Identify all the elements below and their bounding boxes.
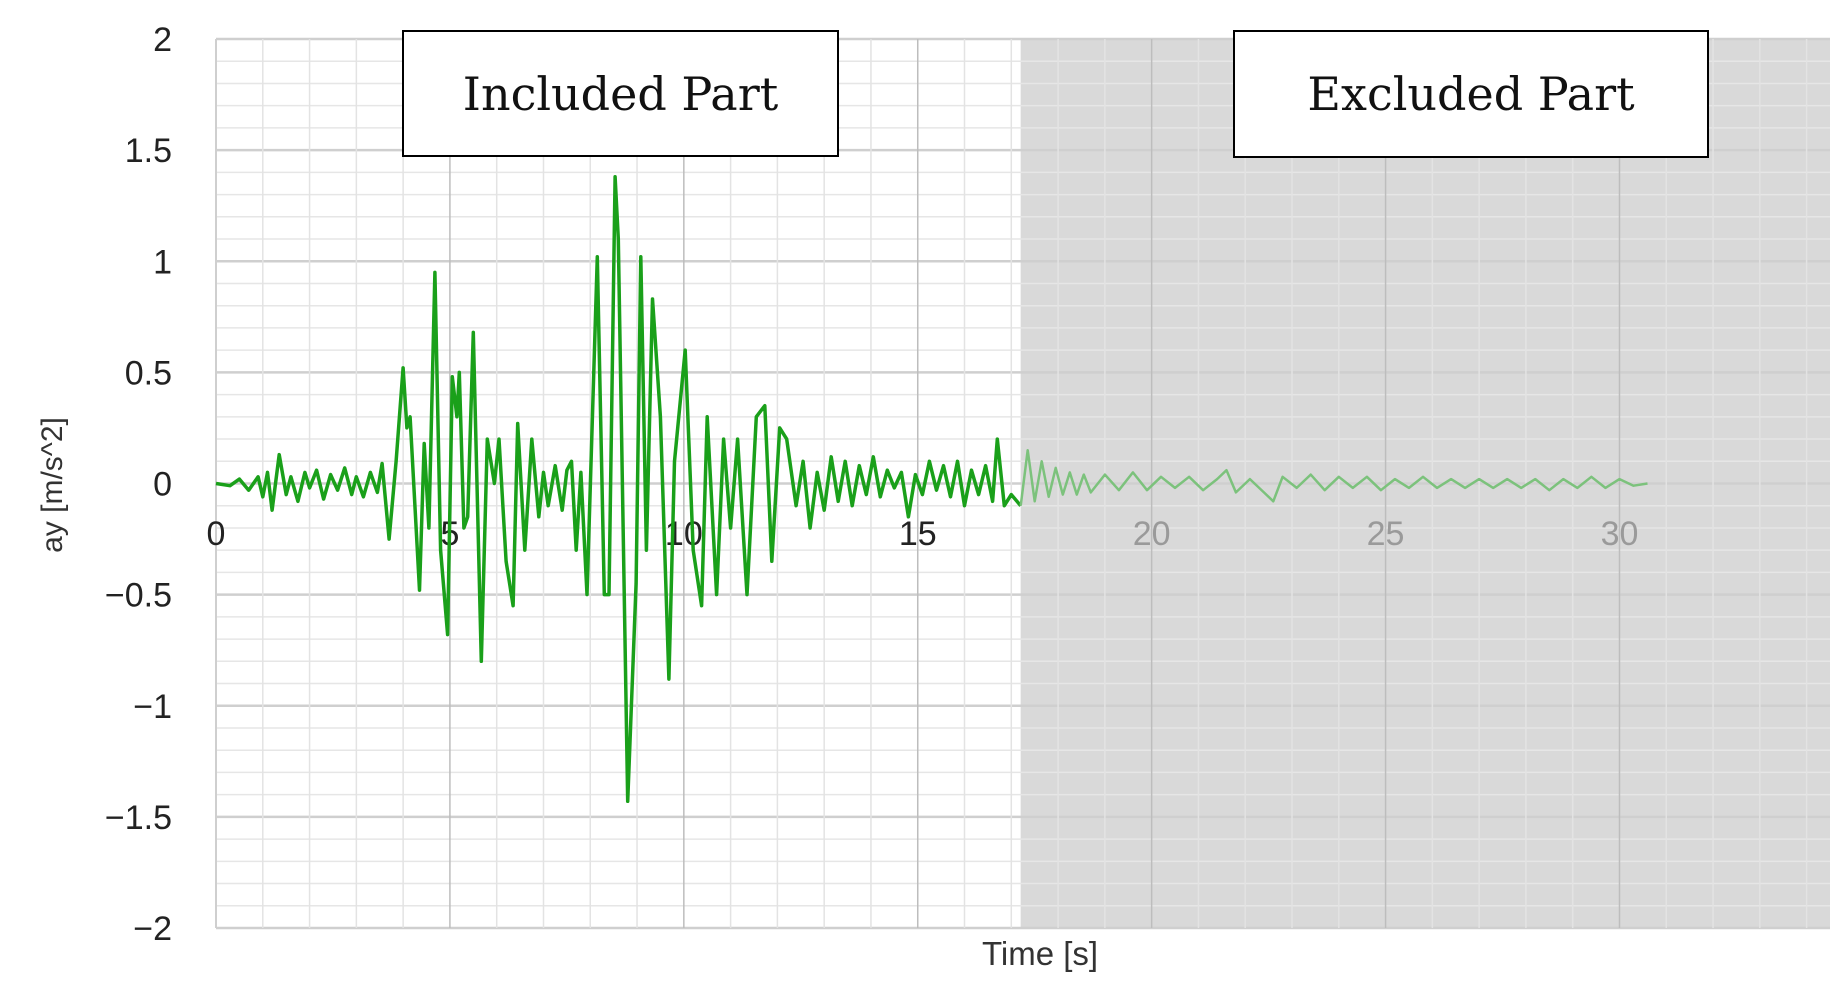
x-tick-label: 0 xyxy=(207,515,226,553)
series-lines xyxy=(215,175,1648,804)
included-signal-line xyxy=(215,175,1023,804)
x-tick-label: 30 xyxy=(1601,515,1639,553)
x-axis-label: Time [s] xyxy=(982,935,1098,972)
tick-labels: 21.510.50−0.5−1−1.5−20 5 10 15 20 25 30 xyxy=(105,21,1639,948)
y-tick-label: 1 xyxy=(153,243,172,281)
x-tick-label: 25 xyxy=(1367,515,1405,553)
y-tick-label: −1.5 xyxy=(105,799,172,837)
excluded-part-label: Excluded Part xyxy=(1233,30,1709,158)
y-tick-label: 1.5 xyxy=(125,132,172,170)
x-tick-label: 20 xyxy=(1133,515,1171,553)
y-tick-label: −1 xyxy=(133,688,172,726)
y-tick-label: 0.5 xyxy=(125,354,172,392)
y-tick-label: 2 xyxy=(153,21,172,59)
y-tick-label: 0 xyxy=(153,466,172,504)
y-tick-label: −0.5 xyxy=(105,577,172,615)
excluded-signal-line xyxy=(1019,448,1648,506)
y-axis-label: ay [m/s^2] xyxy=(36,417,69,553)
included-part-label: Included Part xyxy=(402,30,839,157)
x-tick-label: 15 xyxy=(899,515,937,553)
y-tick-label: −2 xyxy=(133,910,172,948)
